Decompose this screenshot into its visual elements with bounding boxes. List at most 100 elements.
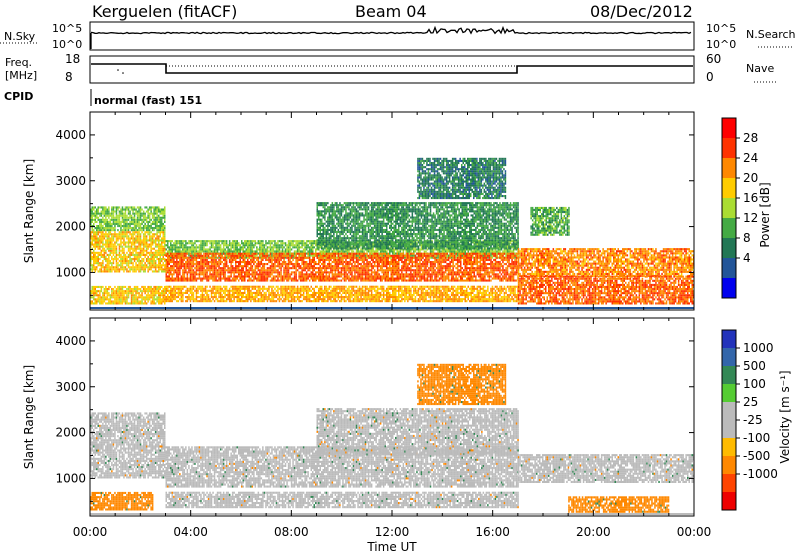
- power-cell: [135, 229, 137, 232]
- power-cell: [277, 240, 279, 243]
- power-cell: [90, 216, 92, 219]
- power-cell: [183, 265, 186, 268]
- power-cell: [97, 255, 99, 258]
- power-cell: [363, 254, 365, 257]
- power-cell: [215, 261, 217, 264]
- power-cell: [154, 253, 157, 256]
- power-cell: [139, 288, 142, 291]
- power-cell: [263, 279, 266, 282]
- power-cell: [176, 273, 178, 276]
- power-cell: [259, 265, 261, 268]
- power-cell: [316, 275, 318, 278]
- power-cell: [145, 298, 148, 301]
- power-cell: [266, 279, 269, 282]
- power-cell: [188, 256, 190, 259]
- power-cell: [171, 261, 173, 264]
- power-cell: [102, 249, 104, 252]
- power-cell: [188, 263, 190, 266]
- power-cell: [192, 250, 195, 253]
- power-cell: [124, 245, 127, 248]
- power-cell: [117, 237, 119, 240]
- power-cell: [316, 252, 318, 255]
- power-cell: [277, 271, 279, 274]
- power-cell: [334, 250, 337, 253]
- power-cell: [348, 256, 350, 259]
- power-cell: [330, 252, 332, 255]
- power-cell: [114, 251, 116, 254]
- nsky-tick-high: 10^5: [52, 22, 82, 35]
- power-cell: [151, 296, 154, 299]
- nsky-trace: [90, 25, 692, 49]
- power-cell: [248, 254, 250, 257]
- power-cell: [171, 256, 173, 259]
- power-cell: [185, 252, 187, 255]
- power-cell: [170, 240, 172, 243]
- power-cell: [102, 231, 104, 234]
- power-cell: [97, 241, 99, 244]
- power-cell: [148, 208, 151, 211]
- power-cell: [182, 271, 184, 274]
- power-cell: [245, 240, 247, 243]
- power-cell: [111, 296, 113, 299]
- power-cell: [103, 229, 106, 232]
- power-cell: [260, 244, 263, 247]
- power-cell: [123, 266, 125, 269]
- power-cell: [259, 269, 261, 272]
- power-cell: [183, 271, 186, 274]
- power-cell: [336, 261, 338, 264]
- power-cell: [230, 256, 232, 259]
- power-cell: [266, 269, 269, 272]
- power-cell: [339, 261, 341, 264]
- power-cell: [111, 292, 113, 295]
- power-cell: [123, 258, 125, 261]
- power-cell: [250, 254, 252, 257]
- power-cell: [108, 292, 110, 295]
- power-cell: [141, 292, 143, 295]
- power-cell: [170, 252, 172, 255]
- power-cell: [132, 239, 134, 242]
- power-cell: [324, 277, 326, 280]
- power-cell: [284, 273, 287, 276]
- power-cell: [162, 268, 164, 271]
- power-cell: [231, 261, 234, 264]
- power-cell: [272, 248, 275, 251]
- power-cell: [210, 242, 213, 245]
- power-cell: [139, 300, 142, 303]
- power-cell: [188, 246, 190, 249]
- power-cell: [195, 271, 198, 274]
- power-cell: [109, 233, 112, 236]
- power-cell: [135, 266, 137, 269]
- power-cell: [212, 261, 214, 264]
- power-cell: [312, 246, 314, 249]
- power-cell: [115, 302, 118, 305]
- power-cell: [171, 273, 173, 276]
- power-cell: [432, 250, 435, 253]
- power-cell: [310, 271, 312, 274]
- power-cell: [94, 227, 96, 230]
- power-cell: [126, 294, 128, 297]
- power-cell: [325, 250, 328, 253]
- power-cell: [130, 266, 133, 269]
- power-cell: [189, 267, 192, 270]
- power-cell: [100, 206, 103, 209]
- power-cell: [114, 210, 116, 213]
- power-cell: [162, 300, 164, 303]
- power-cell: [159, 288, 161, 291]
- power-cell: [170, 269, 172, 272]
- power-cell: [233, 258, 235, 261]
- power-cell: [348, 250, 350, 253]
- power-cell: [93, 206, 95, 209]
- power-cell: [305, 273, 308, 276]
- power-cell: [298, 242, 300, 245]
- power-cell: [133, 294, 136, 297]
- power-cell: [235, 263, 237, 266]
- power-cell: [176, 265, 178, 268]
- power-cell: [398, 252, 400, 255]
- power-cell: [164, 229, 166, 232]
- power-cell: [449, 244, 451, 247]
- power-cell: [102, 298, 104, 301]
- power-cell: [161, 225, 163, 228]
- power-cell: [118, 300, 121, 303]
- power-cell: [129, 290, 131, 293]
- power-cell: [358, 267, 361, 270]
